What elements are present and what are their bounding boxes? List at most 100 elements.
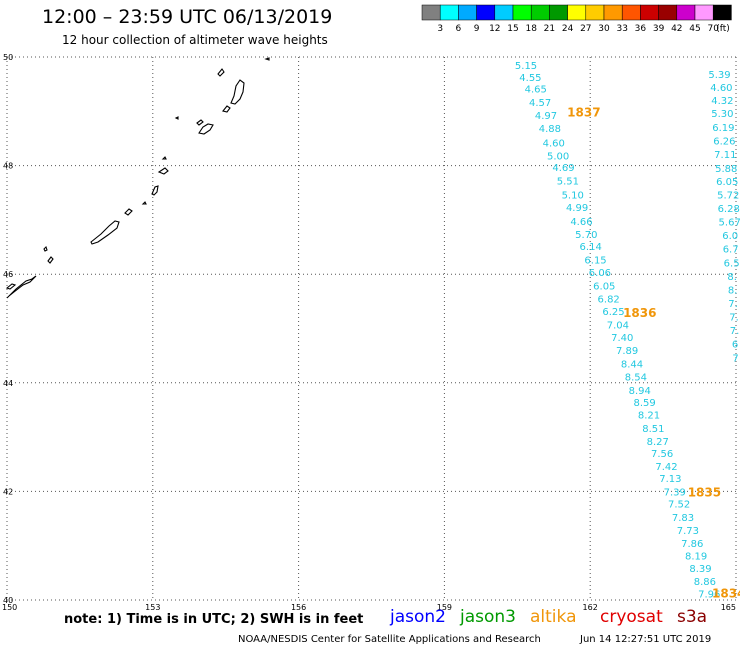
wave-height-point: 8.39 xyxy=(689,564,711,575)
colorbar-label: 18 xyxy=(525,24,537,34)
colorbar-label: 15 xyxy=(507,24,518,34)
wave-height-point: 6.7 xyxy=(723,245,739,256)
wave-height-point: 4.60 xyxy=(710,83,732,94)
colorbar-label: 70 xyxy=(707,24,719,34)
wave-height-point: 5.88 xyxy=(715,164,737,175)
wave-height-point: 6.06 xyxy=(589,268,611,279)
y-tick-label: 48 xyxy=(3,162,13,171)
wave-height-point: 7. xyxy=(730,326,740,337)
wave-height-points: 5.154.554.65 4.57 4.97 4.88 4.60 5.004.69 5.51… xyxy=(515,61,740,600)
wave-height-point: 7.89 xyxy=(616,346,638,357)
coastline-segment xyxy=(264,57,270,61)
wave-height-point: 7.39 xyxy=(664,487,686,498)
colorbar-swatch xyxy=(585,4,605,21)
y-tick-label: 40 xyxy=(3,596,13,605)
wave-height-point: 7.96 xyxy=(698,589,720,600)
satellite-jason2: jason2 xyxy=(390,607,446,627)
colorbar-label: 3 xyxy=(437,24,443,34)
coastline-segment xyxy=(151,185,159,196)
wave-height-point: 6.28 xyxy=(718,204,740,215)
colorbar-label: 30 xyxy=(598,24,610,34)
satellite-altika: altika xyxy=(530,607,577,627)
x-tick-label: 153 xyxy=(145,603,160,612)
coastline-segment xyxy=(5,283,17,290)
satellite-cryosat: cryosat xyxy=(600,607,663,627)
wave-height-point: 7 xyxy=(732,353,738,364)
wave-height-point: 6.05 xyxy=(593,282,615,293)
colorbar-swatch xyxy=(712,4,732,21)
colorbar-swatch xyxy=(658,4,678,21)
coastline-segment xyxy=(217,68,225,77)
colorbar-swatch xyxy=(640,4,659,21)
colorbar-swatch xyxy=(603,4,623,21)
y-tick-label: 44 xyxy=(3,379,13,388)
colorbar-swatch xyxy=(549,4,568,21)
wave-height-point: 7. xyxy=(728,299,738,310)
wave-height-point: 8.54 xyxy=(625,372,647,383)
wave-height-point: 6.14 xyxy=(580,242,602,253)
wave-height-point: 5.51 xyxy=(557,176,579,187)
coastline-segment xyxy=(157,167,169,175)
colorbar-unit: (ft) xyxy=(716,24,730,34)
coastline xyxy=(5,57,270,299)
coastline-segment xyxy=(6,275,37,299)
colorbar-label: 21 xyxy=(544,24,555,34)
x-tick-label: 156 xyxy=(291,603,306,612)
wave-height-point: 5.67 xyxy=(719,218,740,229)
colorbar-label: 27 xyxy=(580,24,591,34)
wave-height-point: 8.21 xyxy=(638,410,660,421)
coastline-segment xyxy=(43,245,48,252)
colorbar-swatch xyxy=(530,4,550,21)
wave-height-point: 5.30 xyxy=(711,109,733,120)
axis-ticks: 150 153 156 159 162 165 40 42 44 46 48 50 xyxy=(2,53,736,612)
colorbar-label: 12 xyxy=(489,24,500,34)
wave-height-point: 4.69 xyxy=(552,163,574,174)
wave-height-point: 6.5 xyxy=(724,258,740,269)
wave-height-point: 8.51 xyxy=(642,424,664,435)
wave-height-point: 6.82 xyxy=(598,295,620,306)
colorbar-swatch xyxy=(421,4,441,21)
wave-height-point: 5.00 xyxy=(547,151,569,162)
wave-height-point: 7.86 xyxy=(681,539,703,550)
colorbar-swatch xyxy=(621,4,641,21)
pass-number-label: 1836 xyxy=(623,306,656,320)
colorbar-label: 36 xyxy=(635,24,647,34)
wave-height-point: 6 xyxy=(732,340,738,351)
pass-number-label: 1835 xyxy=(688,485,721,499)
wave-height-point: 7.83 xyxy=(672,513,694,524)
x-tick-label: 165 xyxy=(721,603,736,612)
colorbar-swatch xyxy=(676,4,696,21)
coastline-segment xyxy=(222,105,231,113)
wave-height-point: 8. xyxy=(728,285,738,296)
wave-height-point: 4.60 xyxy=(543,138,565,149)
pass-number-label: 1834 xyxy=(712,586,740,600)
coastline-segment xyxy=(124,208,133,216)
wave-height-point: 6.19 xyxy=(712,123,734,134)
wave-height-point: 4.32 xyxy=(711,96,733,107)
wave-height-point: 4.65 xyxy=(525,84,547,95)
wave-height-point: 6.0 xyxy=(722,231,738,242)
wave-height-point: 5.15 xyxy=(515,61,537,72)
pass-labels: 1837 1836 1835 1834 xyxy=(567,105,740,600)
wave-height-point: 6.25 xyxy=(602,307,624,318)
x-tick-label: 162 xyxy=(583,603,598,612)
satellite-s3a: s3a xyxy=(677,607,708,627)
footer-note: note: 1) Time is in UTC; 2) SWH is in fe… xyxy=(64,612,364,627)
credit-line: NOAA/NESDIS Center for Satellite Applica… xyxy=(238,634,541,645)
wave-height-point: 4.66 xyxy=(570,217,592,228)
wave-height-point: 8. xyxy=(727,272,737,283)
wave-height-point: 6.26 xyxy=(713,137,735,148)
colorbar-label: 9 xyxy=(474,24,480,34)
wave-height-point: 8.19 xyxy=(685,551,707,562)
colorbar-label: 33 xyxy=(616,24,627,34)
generated-timestamp: Jun 14 12:27:51 UTC 2019 xyxy=(580,634,712,645)
colorbar-label: 45 xyxy=(689,24,700,34)
coastline-segment xyxy=(47,256,54,264)
y-tick-label: 42 xyxy=(3,487,13,496)
wave-height-point: 5.70 xyxy=(575,230,597,241)
coastline-segment xyxy=(141,201,147,205)
wave-height-point: 4.57 xyxy=(529,98,551,109)
wave-height-point: 8.44 xyxy=(621,359,643,370)
colorbar-swatch xyxy=(567,4,587,21)
wave-height-point: 7.52 xyxy=(668,499,690,510)
